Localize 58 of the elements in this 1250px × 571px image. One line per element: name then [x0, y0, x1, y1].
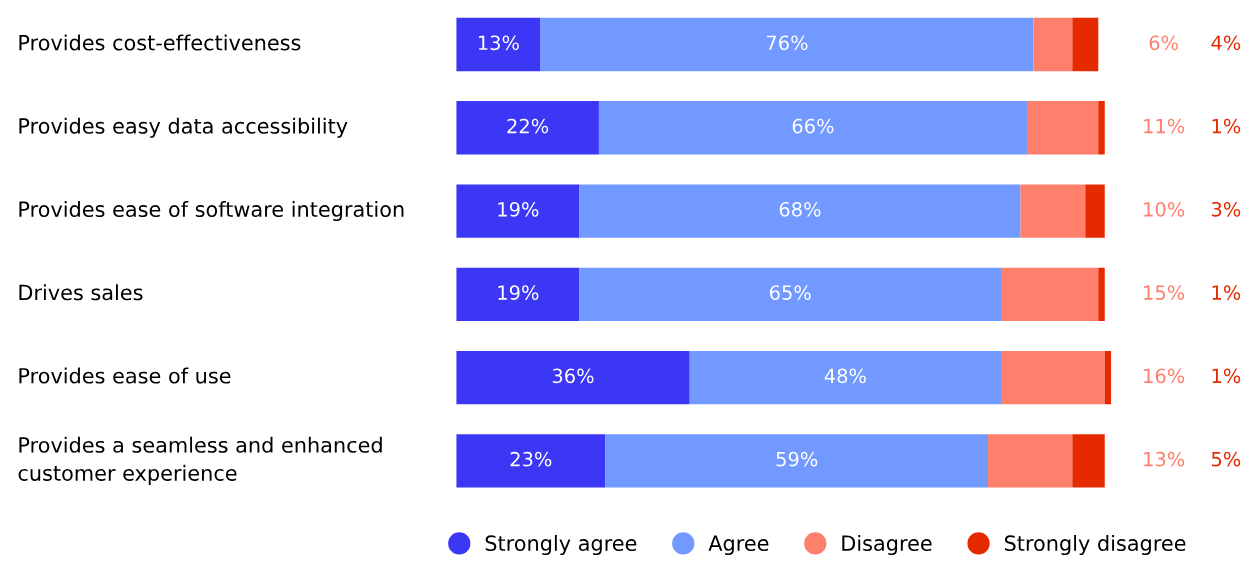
data-label: 1%	[1212, 118, 1241, 134]
data-label: 1%	[1212, 368, 1241, 384]
bar	[1085, 184, 1105, 238]
y-tick-label: Provides ease of software integration	[19, 200, 404, 222]
bar	[456, 267, 580, 321]
legend-label: Agree	[708, 535, 769, 556]
bar	[1104, 350, 1112, 405]
data-label: 11%	[1144, 118, 1185, 134]
bar	[1026, 101, 1099, 155]
data-label: 10%	[1144, 201, 1185, 217]
data-label: 5%	[1211, 451, 1241, 467]
data-label: 36%	[552, 368, 594, 384]
data-label: 19%	[498, 201, 539, 217]
bar	[1020, 184, 1086, 238]
bar	[1098, 267, 1105, 321]
bar	[456, 434, 606, 488]
data-label: 19%	[498, 285, 539, 300]
bar	[598, 101, 1027, 155]
data-label: 6%	[1149, 35, 1178, 51]
y-tick-label: Drives sales	[19, 284, 143, 301]
bar	[540, 17, 1034, 72]
bar	[579, 267, 1001, 321]
data-label: 4%	[1211, 35, 1241, 51]
bar	[988, 434, 1073, 488]
y-tick-label: Provides cost-effectiveness	[19, 34, 301, 51]
data-label: 65%	[769, 285, 811, 300]
bar	[689, 350, 1001, 405]
bar	[456, 17, 541, 72]
legend-label: Strongly disagree	[1004, 534, 1186, 556]
data-label: 16%	[1144, 368, 1185, 384]
legend-label: Strongly agree	[485, 534, 637, 556]
data-label: 68%	[779, 201, 821, 217]
bar	[1033, 17, 1073, 72]
data-label: 23%	[510, 451, 552, 467]
data-label: 48%	[824, 368, 866, 384]
data-label: 1%	[1212, 285, 1241, 300]
bar	[1072, 434, 1105, 488]
bar	[456, 101, 599, 155]
data-label: 3%	[1211, 201, 1241, 217]
data-label: 66%	[792, 118, 834, 134]
data-label: 13%	[478, 35, 519, 51]
legend-label: Disagree	[842, 534, 932, 556]
bar	[1001, 267, 1099, 321]
y-tick-label: Provides easy data accessibility	[19, 117, 348, 138]
data-label: 13%	[1144, 451, 1185, 467]
bar	[1072, 17, 1099, 72]
bar	[605, 434, 989, 488]
bar	[579, 184, 1021, 238]
data-label: 59%	[776, 451, 818, 467]
data-label: 76%	[766, 35, 808, 51]
bar	[1098, 101, 1105, 155]
y-tick-label: Provides ease of use	[19, 367, 231, 384]
data-label: 22%	[507, 118, 549, 134]
bar	[456, 350, 690, 405]
bar	[1001, 350, 1105, 405]
y-tick-label: Provides a seamless and enhanced customer experience	[18, 436, 382, 485]
data-label: 15%	[1144, 285, 1185, 300]
bar	[456, 184, 580, 238]
